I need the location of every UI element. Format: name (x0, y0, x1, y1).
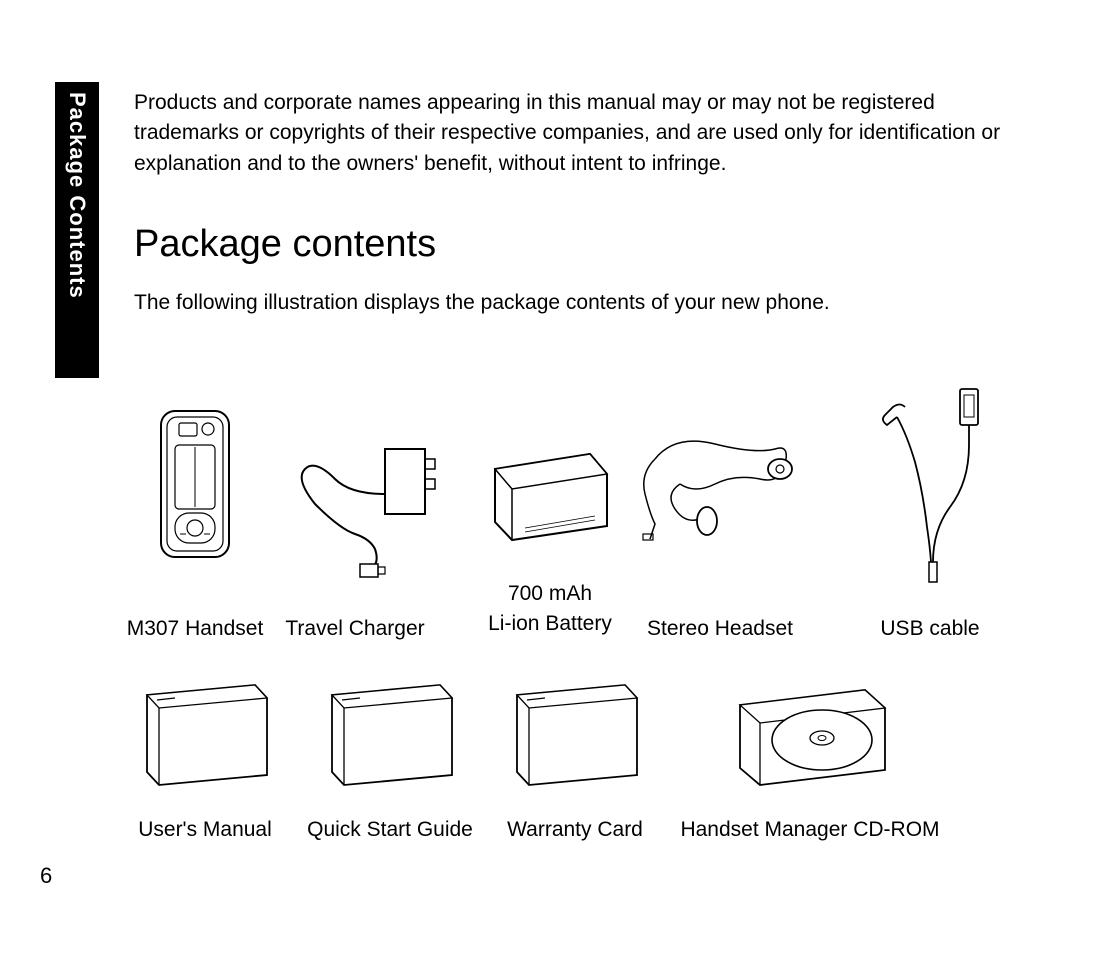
package-items-row-2: User's Manual Quick Start Guide Warranty… (120, 680, 1040, 880)
item-handset: M307 Handset (120, 404, 270, 644)
cdrom-icon (725, 680, 895, 790)
qsg-icon (320, 680, 460, 790)
warranty-icon (505, 680, 645, 790)
usb-cable-icon (865, 392, 995, 582)
package-items-row-1: M307 Handset Travel Charger 700 mAh Li-i… (120, 404, 1040, 644)
page-number: 6 (40, 863, 52, 889)
section-tab-label: Package Contents (64, 92, 90, 299)
charger-label: Travel Charger (285, 614, 424, 644)
item-cdrom: Handset Manager CD-ROM (670, 680, 950, 845)
usb-label: USB cable (880, 614, 979, 644)
qsg-label: Quick Start Guide (307, 815, 473, 845)
disclaimer-text: Products and corporate names appearing i… (134, 88, 1014, 179)
item-usb: USB cable (845, 404, 1015, 644)
item-qsg: Quick Start Guide (300, 680, 480, 845)
handset-label: M307 Handset (127, 614, 264, 644)
item-warranty: Warranty Card (490, 680, 660, 845)
manual-label: User's Manual (138, 815, 272, 845)
item-battery: 700 mAh Li-ion Battery (465, 404, 635, 640)
content-area: Products and corporate names appearing i… (134, 88, 1014, 318)
battery-icon (480, 444, 620, 544)
battery-label: 700 mAh Li-ion Battery (488, 579, 612, 640)
handset-icon (155, 404, 235, 564)
headset-icon (625, 429, 815, 549)
cdrom-label: Handset Manager CD-ROM (680, 815, 939, 845)
warranty-label: Warranty Card (507, 815, 643, 845)
item-charger: Travel Charger (255, 404, 455, 644)
section-tab: Package Contents (55, 82, 99, 378)
item-manual: User's Manual (120, 680, 290, 845)
intro-text: The following illustration displays the … (134, 288, 1014, 317)
charger-icon (260, 424, 450, 584)
headset-label: Stereo Headset (647, 614, 793, 644)
page-heading: Package contents (134, 223, 1014, 266)
item-headset: Stereo Headset (620, 404, 820, 644)
manual-icon (135, 680, 275, 790)
